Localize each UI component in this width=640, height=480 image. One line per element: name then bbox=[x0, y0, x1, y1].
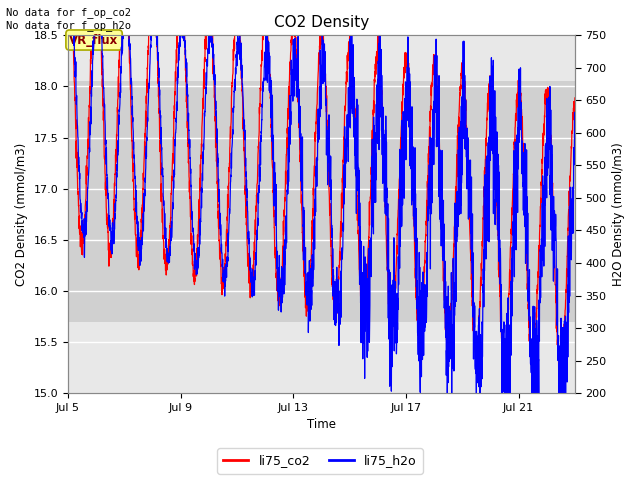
li75_co2 bbox=[122, 22, 130, 28]
Legend: li75_co2, li75_h2o: li75_co2, li75_h2o bbox=[217, 448, 423, 474]
li75_co2 bbox=[561, 307, 569, 313]
li75_h2o bbox=[64, 26, 72, 32]
li75_h2o bbox=[122, 26, 130, 32]
li75_co2 bbox=[152, 22, 160, 28]
li75_h2o bbox=[280, 279, 288, 285]
Y-axis label: CO2 Density (mmol/m3): CO2 Density (mmol/m3) bbox=[15, 143, 28, 286]
li75_co2 bbox=[280, 214, 288, 219]
li75_h2o bbox=[507, 343, 515, 348]
li75_h2o bbox=[259, 104, 266, 109]
li75_co2 bbox=[571, 95, 579, 101]
li75_h2o bbox=[571, 130, 579, 136]
Title: CO2 Density: CO2 Density bbox=[274, 15, 369, 30]
li75_co2 bbox=[506, 246, 514, 252]
Y-axis label: H2O Density (mmol/m3): H2O Density (mmol/m3) bbox=[612, 143, 625, 286]
Text: No data for f_op_co2
No data for f_op_h2o: No data for f_op_co2 No data for f_op_h2… bbox=[6, 7, 131, 31]
Line: li75_co2: li75_co2 bbox=[68, 25, 575, 387]
Bar bbox=[68, 81, 575, 322]
li75_h2o bbox=[444, 390, 451, 396]
li75_h2o bbox=[152, 32, 160, 37]
li75_co2 bbox=[64, 22, 72, 28]
Line: li75_h2o: li75_h2o bbox=[68, 29, 575, 393]
Text: VR_flux: VR_flux bbox=[69, 34, 118, 47]
li75_co2 bbox=[557, 384, 564, 390]
li75_h2o bbox=[561, 337, 569, 343]
X-axis label: Time: Time bbox=[307, 419, 336, 432]
li75_co2 bbox=[259, 57, 266, 63]
